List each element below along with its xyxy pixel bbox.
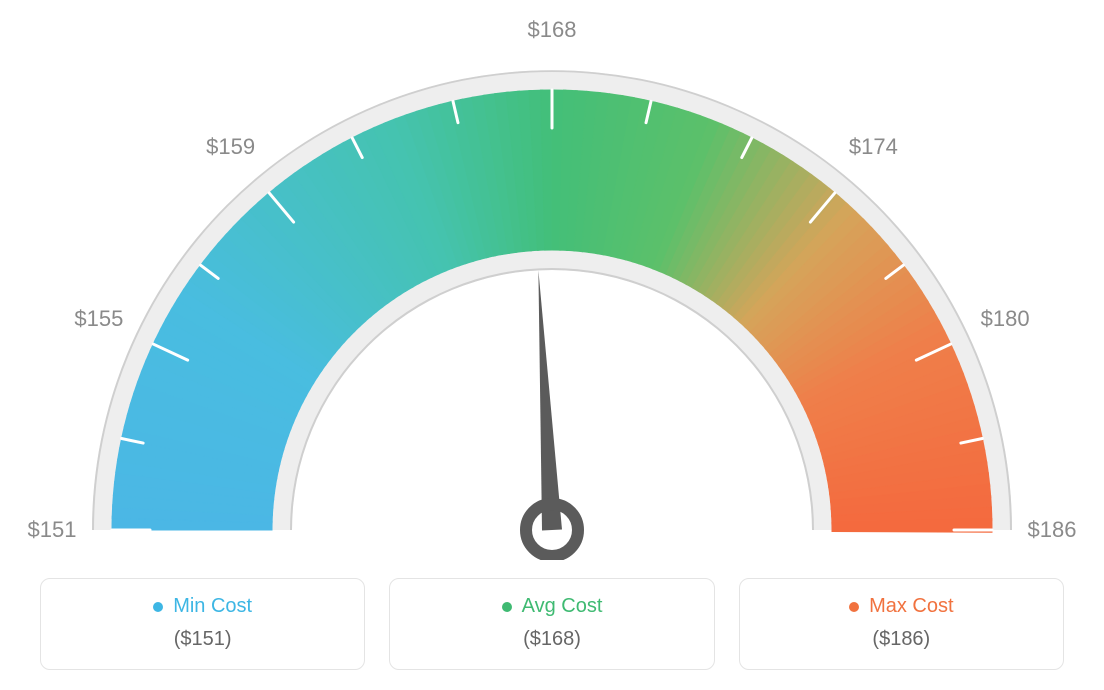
gauge-tick-label: $180 (981, 306, 1030, 332)
legend-label-max: Max Cost (869, 595, 953, 618)
legend-title-max: Max Cost (849, 595, 953, 618)
legend-title-min: Min Cost (153, 595, 252, 618)
legend-value-min: ($151) (61, 628, 344, 651)
legend-title-avg: Avg Cost (502, 595, 603, 618)
legend-card-min: Min Cost ($151) (40, 578, 365, 670)
gauge-tick-label: $168 (528, 17, 577, 43)
gauge-tick-label: $151 (28, 517, 77, 543)
legend-label-avg: Avg Cost (522, 595, 603, 618)
legend-value-max: ($186) (760, 628, 1043, 651)
legend-card-max: Max Cost ($186) (739, 578, 1064, 670)
dot-icon-avg (502, 602, 512, 612)
gauge-tick-label: $174 (849, 134, 898, 160)
gauge-container: $151 $155 $159 $168 $174 $180 $186 (0, 0, 1104, 560)
gauge-tick-label: $186 (1028, 517, 1077, 543)
gauge-tick-label: $155 (74, 306, 123, 332)
dot-icon-min (153, 602, 163, 612)
gauge-tick-label: $159 (206, 134, 255, 160)
gauge-needle (538, 270, 562, 530)
legend-label-min: Min Cost (173, 595, 252, 618)
legend-value-avg: ($168) (410, 628, 693, 651)
legend-row: Min Cost ($151) Avg Cost ($168) Max Cost… (40, 578, 1064, 670)
dot-icon-max (849, 602, 859, 612)
gauge-svg (0, 0, 1104, 560)
legend-card-avg: Avg Cost ($168) (389, 578, 714, 670)
